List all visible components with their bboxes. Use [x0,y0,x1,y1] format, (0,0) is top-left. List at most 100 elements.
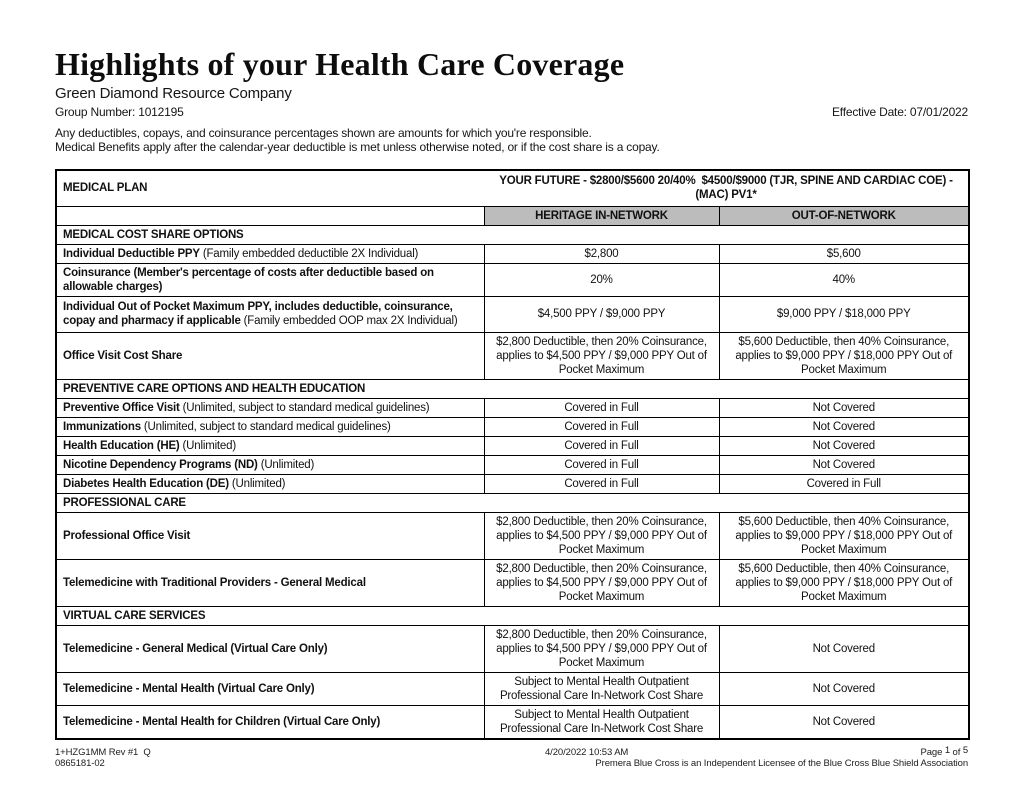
intro-notes: Any deductibles, copays, and coinsurance… [55,126,968,154]
benefit-label-cell: Telemedicine - General Medical (Virtual … [55,624,485,673]
note-line-2: Medical Benefits apply after the calenda… [55,140,660,154]
benefit-note: (Unlimited, subject to standard medical … [179,401,430,414]
benefit-label-cell: Telemedicine - Mental Health for Childre… [55,704,485,739]
benefit-name: Office Visit Cost Share [63,349,183,362]
in-network-value-cell: Covered in Full [483,473,720,494]
footer-page-prefix: Page [920,747,945,758]
benefit-name: Professional Office Visit [63,529,191,542]
benefit-label-cell: Individual Deductible PPY (Family embedd… [55,243,485,264]
in-network-value-cell: Covered in Full [483,435,720,456]
benefit-name: Individual Out of Pocket Maximum PPY, in… [63,301,453,327]
in-network-value-cell: $2,800 Deductible, then 20% Coinsurance,… [483,558,720,607]
out-of-network-value-cell: Not Covered [718,704,970,739]
section-title: PROFESSIONAL CARE [55,492,970,513]
benefit-name: Telemedicine - General Medical (Virtual … [63,642,328,655]
section-title: PREVENTIVE CARE OPTIONS AND HEALTH EDUCA… [55,378,970,399]
benefit-name: Health Education (HE) [63,439,180,452]
benefit-label-cell: Professional Office Visit [55,511,485,560]
benefit-note: (Unlimited, subject to standard medical … [140,420,391,433]
footer-form-code: 1+HZG1MM Rev #1 Q [55,747,151,758]
benefit-label-cell: Coinsurance (Member's percentage of cost… [55,262,485,297]
in-network-value-cell: Covered in Full [483,454,720,475]
out-of-network-value-cell: $9,000 PPY / $18,000 PPY [718,295,970,333]
benefit-name: Coinsurance (Member's percentage of cost… [63,266,434,293]
benefit-name: Individual Deductible PPY [63,247,200,260]
out-of-network-value-cell: Not Covered [718,397,970,418]
benefit-label-cell: Office Visit Cost Share [55,331,485,380]
benefit-label-cell: Health Education (HE) (Unlimited) [55,435,485,456]
network-header-spacer [55,205,485,226]
out-of-network-value-cell: 40% [718,262,970,297]
in-network-column-header: HERITAGE IN-NETWORK [483,205,720,226]
plan-title: YOUR FUTURE - $2800/$5600 20/40% $4500/$… [484,169,970,207]
out-of-network-value-cell: Covered in Full [718,473,970,494]
out-of-network-value-cell: $5,600 Deductible, then 40% Coinsurance,… [718,558,970,607]
benefit-note: (Family embedded OOP max 2X Individual) [240,315,458,327]
footer-page-total: 5 [962,745,968,756]
benefit-label-cell: Telemedicine - Mental Health (Virtual Ca… [55,671,485,706]
section-header-row: MEDICAL COST SHARE OPTIONS [55,224,970,245]
out-of-network-value-cell: $5,600 Deductible, then 40% Coinsurance,… [718,511,970,560]
benefit-name: Nicotine Dependency Programs (ND) [63,458,258,471]
footer-page-current: 1 [944,745,950,756]
out-of-network-value-cell: Not Covered [718,435,970,456]
section-title: VIRTUAL CARE SERVICES [55,605,970,626]
section-title: MEDICAL COST SHARE OPTIONS [55,224,970,245]
table-row: Telemedicine - Mental Health for Childre… [55,704,970,739]
table-row: Preventive Office Visit (Unlimited, subj… [55,397,970,418]
in-network-value-cell: Subject to Mental Health Outpatient Prof… [483,704,720,739]
section-header-row: PREVENTIVE CARE OPTIONS AND HEALTH EDUCA… [55,378,970,399]
out-of-network-value-cell: Not Covered [718,671,970,706]
in-network-value-cell: $2,800 [483,243,720,264]
out-of-network-value-cell: Not Covered [718,416,970,437]
in-network-value-cell: $4,500 PPY / $9,000 PPY [483,295,720,333]
benefit-label-cell: Nicotine Dependency Programs (ND) (Unlim… [55,454,485,475]
footer-timestamp: 4/20/2022 10:53 AM [545,747,629,758]
benefit-note: (Unlimited) [228,477,286,490]
benefit-name: Preventive Office Visit [63,401,180,414]
footer-doc-number: 0865181-02 [55,758,105,769]
benefit-name: Telemedicine with Traditional Providers … [63,576,366,589]
footer-page-number: Page 1 of 5 [920,745,968,758]
footer-licensee-note: Premera Blue Cross is an Independent Lic… [595,758,968,769]
benefit-name: Telemedicine - Mental Health for Childre… [63,715,381,728]
out-of-network-value-cell: $5,600 [718,243,970,264]
table-row: Telemedicine with Traditional Providers … [55,558,970,607]
plan-header-row: MEDICAL PLAN YOUR FUTURE - $2800/$5600 2… [55,169,970,207]
in-network-value-cell: $2,800 Deductible, then 20% Coinsurance,… [483,331,720,380]
group-effective-row: Group Number: 1012195 Effective Date: 07… [55,105,968,119]
section-header-row: VIRTUAL CARE SERVICES [55,605,970,626]
benefit-label-cell: Diabetes Health Education (DE) (Unlimite… [55,473,485,494]
table-row: Coinsurance (Member's percentage of cost… [55,262,970,297]
medical-plan-label: MEDICAL PLAN [55,169,484,207]
out-of-network-column-header: OUT-OF-NETWORK [718,205,970,226]
table-row: Office Visit Cost Share $2,800 Deductibl… [55,331,970,380]
network-header-row: HERITAGE IN-NETWORK OUT-OF-NETWORK [55,205,970,226]
table-row: Telemedicine - Mental Health (Virtual Ca… [55,671,970,706]
table-row: Nicotine Dependency Programs (ND) (Unlim… [55,454,970,475]
benefit-label-cell: Preventive Office Visit (Unlimited, subj… [55,397,485,418]
benefit-note: (Family embedded deductible 2X Individua… [199,247,419,260]
section-header-row: PROFESSIONAL CARE [55,492,970,513]
benefit-label-cell: Individual Out of Pocket Maximum PPY, in… [55,295,485,333]
table-row: Professional Office Visit $2,800 Deducti… [55,511,970,560]
out-of-network-value-cell: Not Covered [718,454,970,475]
benefit-label-cell: Telemedicine with Traditional Providers … [55,558,485,607]
in-network-value-cell: Covered in Full [483,416,720,437]
out-of-network-value-cell: $5,600 Deductible, then 40% Coinsurance,… [718,331,970,380]
group-number: Group Number: 1012195 [55,105,184,119]
in-network-value-cell: Subject to Mental Health Outpatient Prof… [483,671,720,706]
benefit-note: (Unlimited) [179,439,237,452]
benefit-name: Telemedicine - Mental Health (Virtual Ca… [63,682,315,695]
table-row: Individual Out of Pocket Maximum PPY, in… [55,295,970,333]
table-row: Immunizations (Unlimited, subject to sta… [55,416,970,437]
in-network-value-cell: $2,800 Deductible, then 20% Coinsurance,… [483,511,720,560]
benefit-name: Diabetes Health Education (DE) [63,477,229,490]
note-line-1: Any deductibles, copays, and coinsurance… [55,126,592,140]
table-row: Diabetes Health Education (DE) (Unlimite… [55,473,970,494]
in-network-value-cell: Covered in Full [483,397,720,418]
footer-page-of: of [950,747,963,758]
benefit-label-cell: Immunizations (Unlimited, subject to sta… [55,416,485,437]
out-of-network-value-cell: Not Covered [718,624,970,673]
